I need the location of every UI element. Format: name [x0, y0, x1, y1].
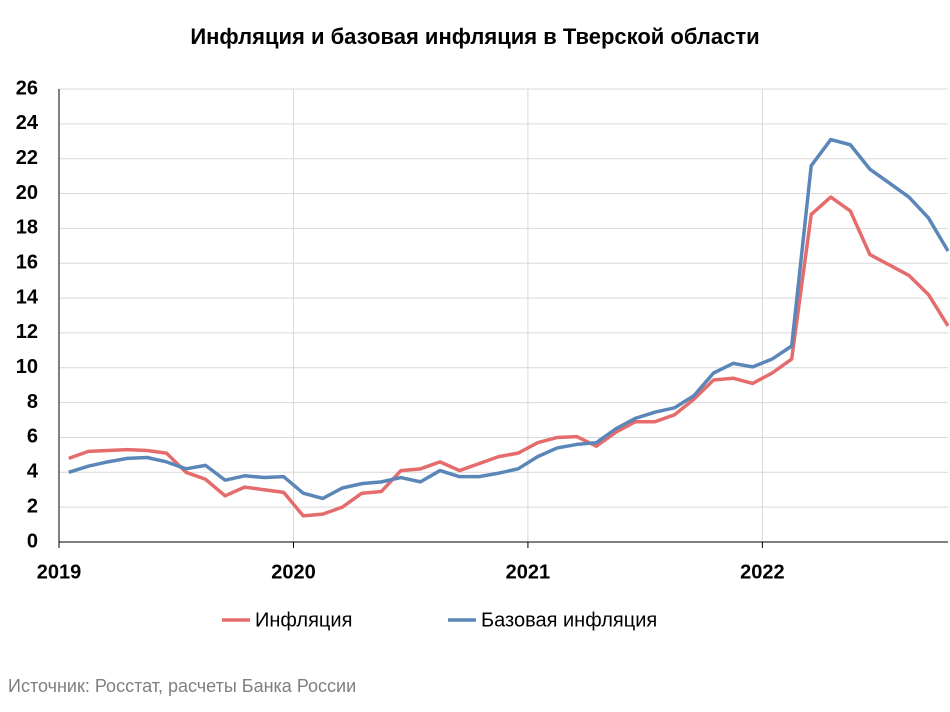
legend-label: Инфляция — [255, 609, 352, 631]
series-line — [68, 195, 950, 518]
y-tick-label: 8 — [27, 391, 38, 413]
y-tick-label: 14 — [16, 286, 39, 308]
y-tick-label: 24 — [16, 112, 39, 134]
series-line — [68, 137, 950, 501]
legend-label: Базовая инфляция — [481, 609, 657, 631]
y-tick-label: 18 — [16, 217, 38, 239]
x-tick-label: 2022 — [740, 561, 785, 583]
y-tick-label: 26 — [16, 77, 38, 99]
x-tick-label: 2020 — [271, 561, 316, 583]
x-tick-label: 2021 — [506, 561, 551, 583]
y-tick-label: 6 — [27, 426, 38, 448]
y-tick-label: 22 — [16, 147, 38, 169]
y-tick-label: 4 — [27, 461, 39, 483]
y-tick-label: 20 — [16, 182, 38, 204]
x-tick-label: 2019 — [37, 561, 82, 583]
y-tick-label: 16 — [16, 252, 38, 274]
source-note: Источник: Росстат, расчеты Банка России — [8, 676, 356, 696]
y-tick-label: 10 — [16, 356, 38, 378]
y-tick-label: 12 — [16, 321, 38, 343]
y-tick-label: 0 — [27, 530, 38, 552]
chart-title: Инфляция и базовая инфляция в Тверской о… — [190, 24, 759, 49]
y-tick-label: 2 — [27, 495, 38, 517]
